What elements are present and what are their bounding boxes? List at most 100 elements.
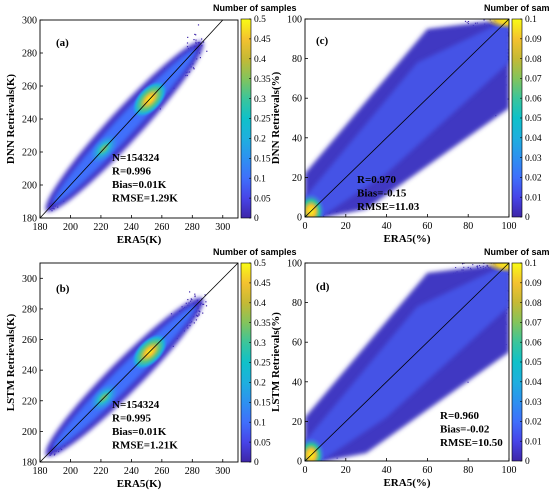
sample-point — [490, 17, 491, 18]
x-axis-label: ERA5(%) — [383, 233, 430, 245]
sample-point — [311, 226, 312, 227]
x-tick-label: 0 — [303, 221, 308, 232]
sample-point — [320, 219, 321, 220]
colorbar-tick-label: 0.3 — [254, 95, 266, 105]
x-tick-label: 260 — [154, 466, 169, 477]
colorbar-tick-label: 0.45 — [254, 279, 271, 289]
x-tick-label: 80 — [463, 221, 473, 232]
colorbar-title: Number of samples — [213, 247, 297, 257]
sample-point — [310, 218, 311, 219]
sample-point — [472, 13, 473, 14]
sample-point — [461, 253, 462, 254]
sample-point — [307, 225, 308, 226]
sample-point — [193, 68, 195, 70]
sample-point — [499, 1, 500, 2]
y-axis-label: DNN Retrievals(K) — [5, 74, 17, 164]
panel-label: (c) — [316, 35, 329, 47]
sample-point — [307, 219, 308, 220]
sample-point — [463, 266, 465, 268]
y-tick-label: 260 — [22, 335, 37, 346]
colorbar-tick-label: 0.1 — [254, 418, 266, 428]
sample-point — [500, 18, 501, 19]
sample-point — [187, 36, 189, 38]
density-cloud — [305, 0, 509, 234]
sample-point — [309, 224, 310, 225]
stat-line: Bias=0.01K — [112, 426, 167, 438]
colorbar-tick-label: 0 — [525, 213, 530, 223]
sample-point — [464, 20, 466, 22]
sample-point — [463, 263, 465, 264]
y-tick-label: 280 — [22, 49, 37, 60]
sample-point — [497, 14, 498, 15]
sample-point — [472, 253, 473, 254]
colorbar-tick-label: 0.4 — [254, 55, 266, 65]
sample-point — [313, 220, 314, 221]
sample-point — [309, 233, 310, 234]
sample-point — [187, 299, 189, 301]
sample-point — [307, 218, 308, 219]
sample-point — [473, 15, 474, 16]
y-tick-label: 280 — [22, 304, 37, 315]
colorbar-tick-label: 0.07 — [525, 75, 542, 85]
sample-point — [195, 319, 197, 321]
y-tick-label: 100 — [287, 15, 302, 26]
y-tick-label: 60 — [292, 94, 302, 105]
sample-point — [308, 222, 309, 223]
sample-point — [309, 218, 310, 219]
sample-point — [314, 220, 315, 221]
sample-point — [467, 23, 469, 25]
sample-point — [194, 33, 196, 35]
sample-point — [203, 303, 205, 305]
sample-point — [487, 15, 488, 16]
sample-point — [312, 221, 313, 222]
sample-point — [504, 14, 505, 15]
sample-point — [499, 14, 500, 15]
sample-point — [308, 219, 309, 220]
y-tick-label: 300 — [22, 16, 37, 27]
sample-point — [489, 16, 490, 17]
stat-line: R=0.996 — [112, 166, 151, 178]
sample-point — [185, 302, 187, 304]
y-tick-label: 40 — [292, 133, 302, 144]
sample-point — [320, 217, 321, 218]
sample-point — [486, 17, 487, 18]
colorbar-tick-label: 0.01 — [525, 193, 542, 203]
stat-line: Bias=0.01K — [112, 179, 167, 191]
sample-point — [194, 296, 196, 298]
sample-point — [305, 219, 306, 220]
sample-point — [309, 226, 310, 227]
colorbar-tick-label: 0.08 — [525, 55, 542, 65]
sample-point — [308, 220, 309, 221]
sample-point — [205, 301, 207, 303]
x-tick-label: 60 — [422, 221, 432, 232]
y-tick-label: 220 — [22, 396, 37, 407]
sample-point — [306, 219, 307, 220]
colorbar-tick-label: 0.2 — [254, 135, 266, 145]
sample-point — [316, 228, 317, 229]
sample-point — [309, 222, 310, 223]
sample-point — [189, 291, 191, 293]
sample-point — [506, 237, 507, 238]
sample-point — [508, 0, 509, 1]
sample-point — [320, 469, 321, 470]
sample-point — [314, 471, 315, 472]
sample-point — [486, 259, 487, 260]
sample-point — [186, 42, 189, 44]
sample-point — [309, 466, 310, 467]
x-tick-label: 260 — [154, 222, 169, 233]
y-axis-label: LSTM Retrievals(K) — [5, 313, 17, 411]
sample-point — [497, 13, 498, 14]
sample-point — [490, 16, 491, 17]
y-tick-label: 260 — [22, 82, 37, 93]
x-axis-label: ERA5(K) — [117, 478, 162, 490]
sample-point — [475, 14, 476, 15]
colorbar-tick-label: 0.09 — [525, 35, 542, 45]
sample-point — [320, 223, 321, 224]
sample-point — [305, 218, 306, 219]
sample-point — [504, 14, 505, 15]
x-tick-label: 220 — [93, 466, 108, 477]
panel-label: (a) — [56, 37, 69, 49]
density-peak-top — [485, 19, 509, 29]
colorbar-tick-label: 0.04 — [525, 134, 542, 144]
